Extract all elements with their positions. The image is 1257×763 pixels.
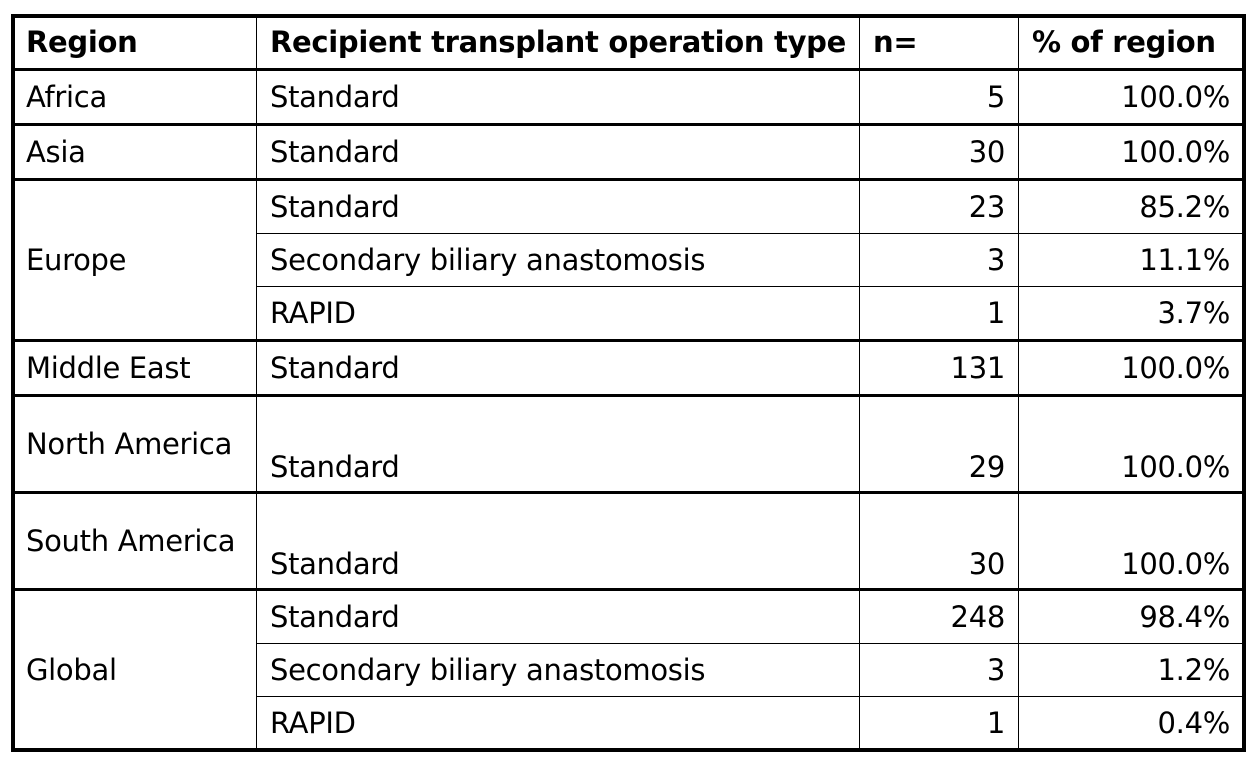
percent-cell: 100.0% (1018, 395, 1244, 494)
region-cell: Africa (12, 69, 257, 126)
n-cell: 131 (859, 340, 1019, 397)
header-row: Region Recipient transplant operation ty… (12, 15, 1244, 71)
n-cell: 3 (859, 233, 1019, 287)
percent-cell: 11.1% (1018, 233, 1244, 287)
region-cell: Middle East (12, 340, 257, 397)
n-cell: 1 (859, 696, 1019, 750)
table-row: RAPID 1 3.7% (13, 286, 1244, 342)
percent-cell: 100.0% (1018, 340, 1244, 397)
table-row: Asia Standard 30 100.0% (12, 124, 1244, 181)
operation-type-cell: Standard (256, 69, 860, 126)
percent-cell: 98.4% (1018, 589, 1244, 644)
operation-type-cell: Standard (256, 395, 860, 494)
percent-cell: 1.2% (1018, 643, 1244, 697)
operation-type-cell: RAPID (256, 696, 860, 750)
header-n: n= (859, 15, 1019, 71)
operation-type-cell: Secondary biliary anastomosis (256, 643, 860, 697)
region-operation-table: Region Recipient transplant operation ty… (12, 15, 1244, 750)
operation-type-cell: Standard (256, 340, 860, 397)
operation-type-cell: Standard (256, 492, 860, 591)
table-row: Europe Standard 23 85.2% (12, 179, 1244, 342)
table-row: North America Standard 29 100.0% (12, 395, 1244, 494)
operation-type-cell: RAPID (256, 286, 860, 342)
header-region: Region (12, 15, 257, 71)
n-cell: 23 (859, 179, 1019, 234)
percent-cell: 100.0% (1018, 492, 1244, 591)
percent-cell: 0.4% (1018, 696, 1244, 750)
header-operation-type: Recipient transplant operation type (256, 15, 860, 71)
percent-cell: 100.0% (1018, 124, 1244, 181)
region-cell: Europe (12, 179, 257, 342)
region-cell: North America (12, 395, 257, 494)
n-cell: 3 (859, 643, 1019, 697)
operation-type-cell: Standard (256, 179, 860, 234)
table-row: Secondary biliary anastomosis 3 11.1% (13, 233, 1244, 287)
table-row: Secondary biliary anastomosis 3 1.2% (13, 643, 1244, 697)
n-cell: 5 (859, 69, 1019, 126)
percent-cell: 85.2% (1018, 179, 1244, 234)
table-row: RAPID 1 0.4% (13, 696, 1244, 750)
header-percent-of-region: % of region (1018, 15, 1244, 71)
operation-type-cell: Secondary biliary anastomosis (256, 233, 860, 287)
table-row: Middle East Standard 131 100.0% (12, 340, 1244, 397)
region-cell: South America (12, 492, 257, 591)
n-cell: 248 (859, 589, 1019, 644)
n-cell: 30 (859, 492, 1019, 591)
table-row: Global Standard 248 98.4% (12, 589, 1244, 750)
region-cell: Global (12, 589, 257, 750)
percent-cell: 3.7% (1018, 286, 1244, 342)
region-cell: Asia (12, 124, 257, 181)
operation-type-cell: Standard (256, 124, 860, 181)
percent-cell: 100.0% (1018, 69, 1244, 126)
operation-type-cell: Standard (256, 589, 860, 644)
n-cell: 1 (859, 286, 1019, 342)
n-cell: 30 (859, 124, 1019, 181)
table-row: Africa Standard 5 100.0% (12, 69, 1244, 126)
table-row: South America Standard 30 100.0% (12, 492, 1244, 591)
n-cell: 29 (859, 395, 1019, 494)
